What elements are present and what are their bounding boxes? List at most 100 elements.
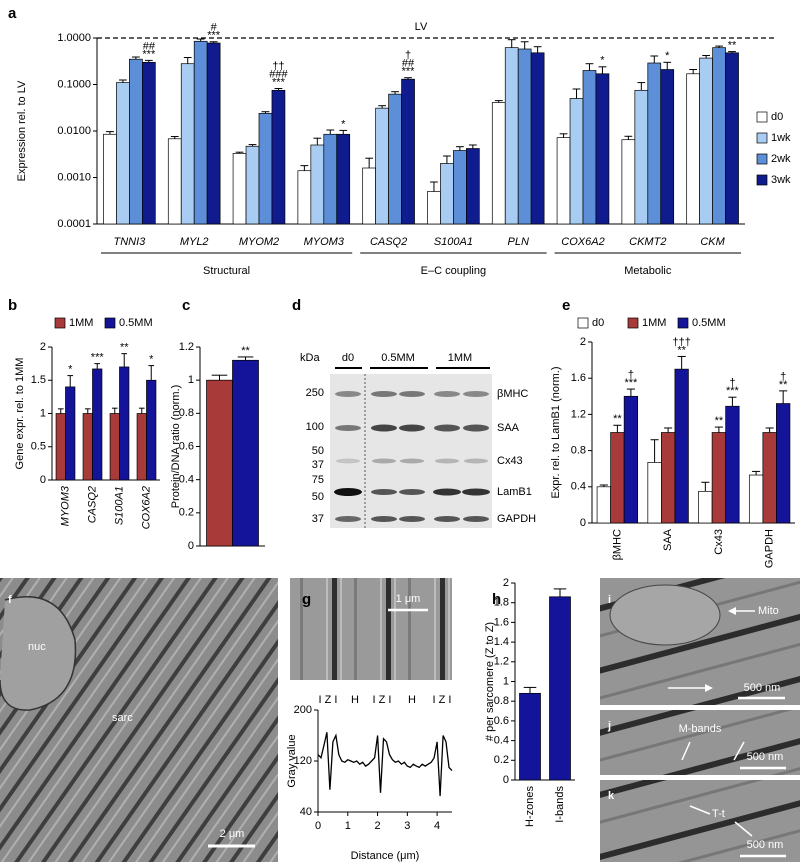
- bar: [569, 98, 584, 225]
- legend-label: 0.5MM: [119, 317, 153, 329]
- bar: [530, 52, 545, 225]
- marker-label: 50: [312, 491, 324, 503]
- band-label: GAPDH: [497, 513, 536, 525]
- x-tick-label: 4: [434, 820, 440, 832]
- bar: [388, 93, 402, 225]
- arrow: [733, 741, 745, 761]
- arrow: [734, 821, 753, 837]
- bar: [647, 62, 662, 225]
- bar: [119, 366, 130, 481]
- bar: [116, 82, 130, 225]
- marker-label: 37: [312, 459, 324, 471]
- y-axis-label: Protein/DNA ratio (norm.): [170, 385, 182, 508]
- panel-letter: g: [302, 591, 311, 608]
- x-tick-label: 0: [315, 820, 321, 832]
- x-tick-label: PLN: [507, 236, 528, 248]
- marker-label: 100: [306, 421, 324, 433]
- micrograph: [290, 578, 452, 680]
- significance-label: *: [68, 364, 73, 376]
- bar: [310, 144, 325, 225]
- significance-label: †: [729, 377, 735, 389]
- y-tick-label: 0.6: [179, 440, 194, 452]
- y-tick-label: 1.4: [494, 636, 509, 648]
- significance-label: *: [341, 118, 346, 130]
- panel-letter: f: [8, 594, 12, 606]
- legend-swatch: [677, 317, 689, 329]
- legend-swatch: [627, 317, 639, 329]
- bar: [142, 61, 156, 225]
- bar: [167, 138, 182, 225]
- marker-label: 250: [306, 387, 324, 399]
- x-tick-label: COX6A2: [140, 486, 152, 529]
- bar: [232, 359, 259, 547]
- bar: [660, 69, 675, 225]
- x-tick-label: 1: [345, 820, 351, 832]
- bar: [621, 139, 636, 225]
- significance-label: **: [779, 379, 788, 391]
- significance-label: **: [613, 413, 622, 425]
- y-tick-label: 1.0000: [57, 32, 91, 44]
- significance-label: **: [677, 344, 686, 356]
- blot-membrane: [330, 374, 492, 528]
- y-tick-label: 1: [40, 407, 46, 419]
- y-axis-label: Expr. rel. to LamB1 (norm.): [550, 366, 562, 498]
- micrograph: [600, 710, 800, 775]
- y-tick-label: 0: [503, 774, 509, 786]
- micrograph-j: j M-bands 500 nm: [600, 710, 800, 775]
- x-axis-label: Distance (μm): [351, 850, 420, 862]
- y-axis-label: Expression rel. to LV: [16, 80, 28, 181]
- micrograph-k: k T-t 500 nm: [600, 780, 800, 862]
- bar: [725, 405, 740, 524]
- bar: [686, 73, 700, 225]
- legend-swatch: [54, 317, 66, 329]
- bar: [206, 42, 221, 225]
- annotation: sarc: [112, 712, 133, 724]
- y-tick-label: 1.2: [179, 341, 194, 353]
- significance-label: †††: [672, 336, 690, 348]
- panel-letter: h: [492, 591, 501, 608]
- significance-label: **: [241, 345, 250, 357]
- band-label: βMHC: [497, 388, 528, 400]
- y-tick-label: 0: [188, 540, 194, 552]
- micrograph-i: i Mito 500 nm: [600, 578, 800, 705]
- significance-label: †: [628, 369, 634, 381]
- x-tick-label: 3: [404, 820, 410, 832]
- x-tick-label: CASQ2: [86, 486, 98, 523]
- panel-letter: b: [8, 297, 17, 314]
- lane-label: 1MM: [448, 352, 472, 364]
- bar: [271, 89, 286, 225]
- bar: [712, 47, 726, 225]
- band-label: Cx43: [497, 455, 523, 467]
- x-tick-label: MYOM3: [59, 485, 71, 526]
- group-label: E–C coupling: [421, 265, 486, 277]
- zone-label: I Z I: [433, 694, 452, 706]
- bar: [375, 107, 389, 225]
- legend-swatch: [756, 132, 768, 144]
- lane-label: d0: [342, 352, 354, 364]
- panel-letter: d: [292, 297, 301, 314]
- y-tick-label: 1.2: [494, 656, 509, 668]
- bar: [232, 153, 247, 225]
- legend-label: 1wk: [771, 132, 791, 144]
- significance-label: ###: [269, 68, 288, 80]
- bar: [711, 432, 726, 524]
- significance-label: ##: [143, 40, 156, 52]
- bar: [517, 48, 532, 225]
- y-tick-label: 120: [294, 755, 312, 767]
- blot-bands: [334, 391, 490, 522]
- significance-label: ##: [402, 58, 415, 70]
- x-tick-label: CASQ2: [370, 236, 407, 248]
- y-tick-label: 0.4: [571, 481, 586, 493]
- legend-swatch: [756, 174, 768, 186]
- group-label: Metabolic: [624, 265, 672, 277]
- y-tick-label: 2: [580, 336, 586, 348]
- annotation: T-t: [712, 808, 725, 820]
- y-tick-label: 0.5: [31, 441, 46, 453]
- bar: [549, 596, 571, 781]
- bar: [582, 70, 597, 225]
- significance-label: *: [665, 50, 670, 62]
- reference-label: LV: [415, 21, 428, 33]
- x-tick-label: 2: [374, 820, 380, 832]
- x-tick-label: COX6A2: [561, 236, 604, 248]
